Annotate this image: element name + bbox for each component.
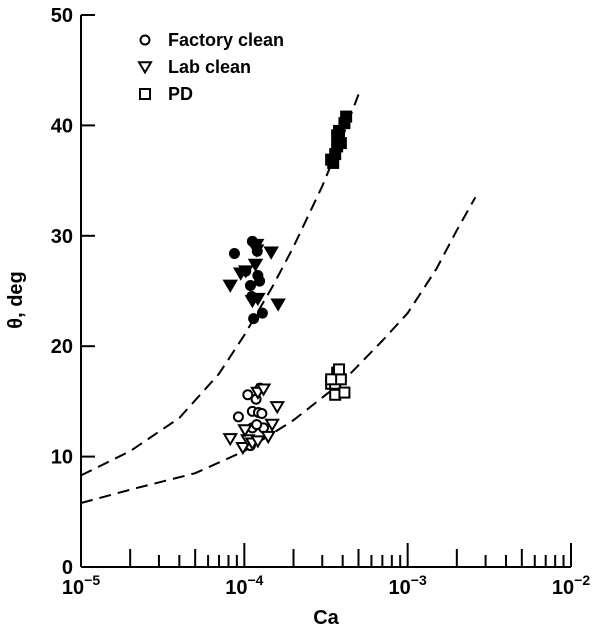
lab-clean-point [255,383,272,397]
x-tick-label-exponent: −4 [247,572,263,588]
legend: Factory clean Lab clean PD [137,30,284,104]
x-tick-label: 10−3 [389,572,427,599]
fit-curve-1 [80,94,360,477]
legend-pd-marker [139,88,151,100]
x-tick-label-exponent: −2 [574,572,590,588]
x-axis-title: Ca [313,607,339,629]
x-tick-label: 10−5 [62,572,100,599]
y-axis-title: θ, deg [5,271,27,328]
lab-clean-filled-point [250,292,266,307]
y-tick-label: 40 [51,115,73,137]
pd-point [334,373,347,386]
x-tick-label: 10−4 [225,572,263,599]
x-tick-label-base: 10 [552,577,574,599]
pd-filled-point [327,156,340,169]
lab-clean-point [250,435,266,449]
factory-clean-filled-point [228,247,240,259]
legend-lab-clean-marker [137,61,153,75]
axes [80,15,571,568]
factory-clean-point [256,408,268,420]
factory-clean-point [242,389,254,401]
lab-clean-point [269,401,285,415]
pd-filled-point [340,110,353,123]
data-points [222,110,353,456]
lab-clean-filled-point [248,244,265,258]
lab-clean-point [264,418,280,432]
factory-clean-filled-point [248,313,260,325]
lab-clean-point [237,424,253,438]
x-tick-label-base: 10 [389,577,411,599]
lab-clean-filled-point [222,279,239,293]
factory-clean-filled-point [244,279,256,291]
lab-clean-point [260,430,276,445]
x-tick-label-base: 10 [225,577,247,599]
lab-clean-point [222,433,239,447]
x-tick-label-base: 10 [62,577,84,599]
lab-clean-filled-point [263,246,279,260]
x-tick-label: 10−2 [552,572,590,599]
y-tick-label: 0 [62,557,73,579]
legend-lab-clean-label: Lab clean [168,57,251,77]
factory-clean-point [251,419,263,431]
lab-clean-filled-point [237,265,254,279]
pd-point [338,386,351,399]
y-tick-label: 50 [51,5,73,27]
legend-pd-label: PD [168,84,193,104]
pd-filled-point [333,124,346,137]
lab-clean-point [235,441,251,456]
y-ticks: 0 10 20 30 40 50 [51,5,95,579]
factory-clean-filled-point [254,275,266,287]
legend-factory-clean-marker [139,34,151,46]
y-tick-label: 20 [51,336,73,358]
legend-factory-clean-label: Factory clean [168,30,284,50]
x-tick-label-exponent: −5 [84,572,100,588]
fit-curve-2 [80,196,477,504]
lab-clean-filled-point [247,258,264,272]
x-tick-label-exponent: −3 [411,572,427,588]
pd-point [333,363,346,376]
x-ticks: 10−5 10−4 10−3 10−2 [62,543,590,599]
factory-clean-filled-point [256,307,268,319]
pd-point [325,373,338,386]
lab-clean-filled-point [270,298,286,312]
factory-clean-point [232,411,244,423]
y-tick-label: 30 [51,226,73,248]
y-tick-label: 10 [51,447,73,469]
